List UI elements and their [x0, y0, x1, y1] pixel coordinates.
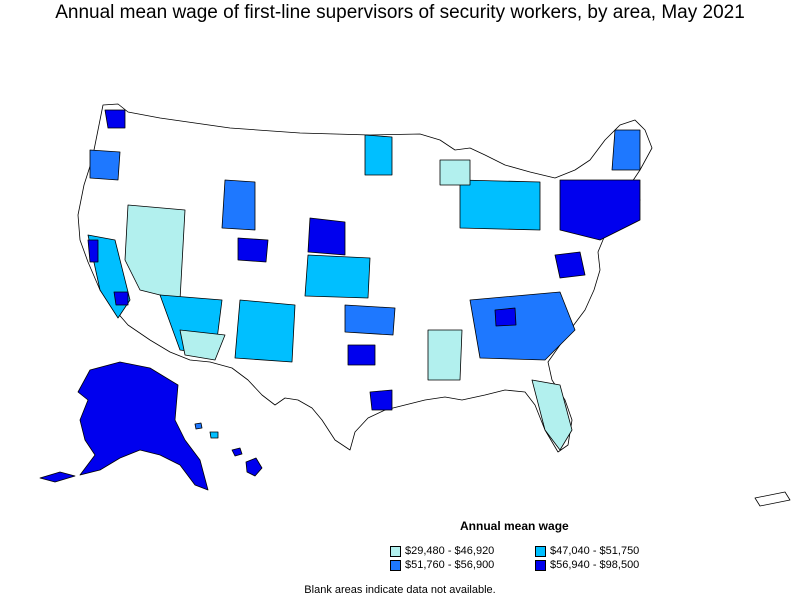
- area-southeast: [469, 291, 576, 361]
- area-minnesota: [364, 134, 393, 176]
- footnote-text: Blank areas indicate data not available.: [304, 584, 496, 596]
- area-texas-dallas: [347, 344, 376, 366]
- area-virginia: [554, 251, 586, 279]
- area-michigan: [439, 159, 471, 186]
- legend-item: $51,760 - $56,900: [390, 559, 535, 571]
- legend-swatch: [390, 559, 401, 571]
- legend-label: $56,940 - $98,500: [550, 559, 640, 571]
- hawaii-big-island: [245, 457, 263, 477]
- alaska-islands: [39, 471, 76, 483]
- area-new-mexico: [234, 299, 296, 363]
- area-midwest: [459, 179, 541, 231]
- legend-swatch: [535, 559, 546, 571]
- area-oklahoma: [344, 304, 396, 336]
- area-kansas: [304, 254, 371, 299]
- legend-label: $29,480 - $46,920: [405, 545, 495, 557]
- legend: $29,480 - $46,920 $47,040 - $51,750 $51,…: [390, 545, 655, 571]
- area-atlanta: [494, 307, 517, 327]
- area-florida: [531, 379, 573, 451]
- hawaii-maui: [231, 447, 243, 457]
- legend-item: $29,480 - $46,920: [390, 545, 535, 557]
- area-mississippi: [427, 329, 463, 381]
- area-washington: [104, 109, 126, 129]
- puerto-rico: [754, 491, 791, 507]
- area-maine: [611, 129, 641, 171]
- area-ca-sf: [87, 239, 99, 263]
- area-northeast: [559, 179, 641, 241]
- area-oregon: [89, 149, 121, 181]
- legend-label: $51,760 - $56,900: [405, 559, 495, 571]
- legend-label: $47,040 - $51,750: [550, 545, 640, 557]
- legend-title: Annual mean wage: [460, 519, 569, 533]
- area-az-south: [179, 329, 226, 361]
- legend-swatch: [535, 545, 546, 557]
- legend-item: $47,040 - $51,750: [535, 545, 655, 557]
- area-texas-houston: [369, 389, 393, 411]
- area-colorado-denver: [307, 217, 346, 256]
- footnote: Blank areas indicate data not available.: [0, 584, 800, 596]
- alaska: [77, 361, 209, 491]
- hawaii-oahu: [209, 431, 219, 439]
- legend-item: $56,940 - $98,500: [535, 559, 655, 571]
- hawaii-kauai: [194, 422, 203, 430]
- area-wyoming: [221, 179, 256, 231]
- legend-swatch: [390, 545, 401, 557]
- area-ca-la: [113, 291, 129, 306]
- map-title: Annual mean wage of first-line superviso…: [55, 2, 745, 23]
- area-idaho-sd: [237, 237, 269, 263]
